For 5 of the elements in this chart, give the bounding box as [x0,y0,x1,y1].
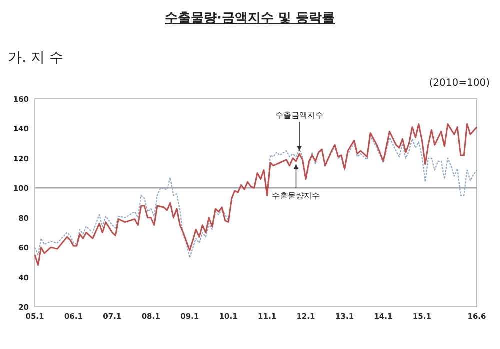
text: (2010=100) [429,78,490,89]
annotation: 수출물량지수 [272,191,320,200]
chart-subtitle: 가. 지 수 [8,50,64,66]
chart-title: 수출물량·금액지수 및 등락률 [165,11,335,26]
annotation: 수출금액지수 [276,110,324,120]
